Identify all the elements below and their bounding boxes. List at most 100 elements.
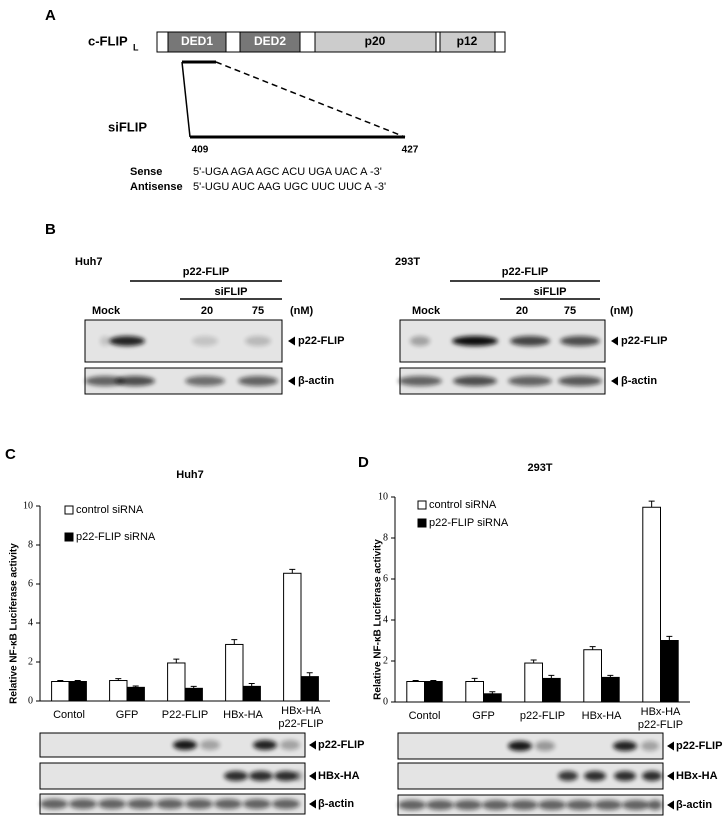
error-bar [430, 679, 437, 682]
y-tick-label: 10 [378, 491, 388, 502]
blot-band [560, 336, 600, 346]
arrow-head [309, 771, 316, 781]
blot-band [398, 376, 442, 386]
error-bar [289, 568, 296, 574]
bar [242, 685, 261, 702]
sequence: 5'-UGU AUC AAG UGC UUC UUC A -3' [193, 181, 386, 193]
bar [465, 681, 484, 703]
bar [483, 693, 502, 703]
blot-band [173, 740, 197, 750]
bar [283, 572, 302, 702]
error-bar [648, 500, 655, 508]
error-bar [248, 682, 255, 687]
zoom-line [215, 61, 406, 138]
blot-band [558, 376, 602, 386]
panel-label: D [358, 454, 369, 471]
legend-swatch [64, 532, 74, 542]
lane-label: Mock [92, 305, 121, 317]
domain-box [167, 31, 227, 53]
error-bar [530, 659, 537, 664]
blot-band [249, 771, 273, 781]
sirna-label: siFLIP [533, 286, 566, 298]
blot-band [293, 771, 303, 781]
x-tick-label-line: p22-FLIP [278, 718, 323, 730]
blot-band [622, 800, 650, 810]
error-bar [173, 658, 180, 663]
bar [583, 649, 602, 703]
x-tick-label: P22-FLIP [162, 709, 208, 721]
blot-band [245, 336, 271, 346]
y-tick-label: 0 [383, 696, 388, 707]
blot-band [238, 376, 278, 386]
bar [184, 687, 203, 702]
blot-band [508, 741, 532, 751]
blot-band [648, 800, 662, 810]
unit-label: (nM) [610, 305, 634, 317]
domain-box [439, 31, 496, 53]
blot-band [185, 799, 213, 809]
error-bar [57, 680, 64, 682]
blot-band [566, 800, 594, 810]
y-tick-label: 6 [28, 578, 33, 589]
bar [601, 676, 620, 703]
bar [68, 681, 87, 702]
bar [225, 643, 244, 702]
x-tick-label: GFP [116, 709, 139, 721]
error-bar [132, 685, 139, 688]
panel-label: B [45, 221, 56, 238]
y-tick-label: 4 [383, 614, 388, 625]
bar [51, 681, 70, 702]
blot-band [482, 800, 510, 810]
domain-label: DED2 [254, 34, 286, 48]
blot-band [100, 336, 110, 346]
bar [300, 676, 319, 702]
blot-band [398, 800, 426, 810]
blot-band [69, 799, 97, 809]
lane-label: 75 [252, 305, 264, 317]
bar [642, 506, 661, 703]
error-bar [115, 678, 122, 681]
domain-label: p12 [457, 34, 478, 48]
error-bar [74, 680, 81, 682]
error-bar [589, 646, 596, 650]
legend-label: control siRNA [429, 499, 497, 511]
blot-band [40, 799, 68, 809]
x-tick-label: HBx-HA p22-FLIP [278, 705, 323, 730]
y-tick-label: 4 [28, 617, 33, 628]
sirna-label: siFLIP [108, 119, 147, 134]
bar [167, 662, 186, 702]
x-tick-label: Contol [53, 709, 85, 721]
error-bar [412, 679, 419, 682]
blot-band [115, 376, 155, 386]
blot-band [535, 741, 555, 751]
blot-band [510, 336, 550, 346]
arrow-head [611, 336, 618, 346]
x-tick-label-line: HBx-HA [281, 705, 321, 717]
blot-band [156, 799, 184, 809]
chart-title: 293T [527, 462, 552, 474]
x-tick-label: HBx-HA p22-FLIP [638, 706, 683, 731]
panel-label: C [5, 446, 16, 463]
blot-band [243, 799, 271, 809]
blot-label: p22-FLIP [676, 740, 722, 752]
lane-label: 75 [564, 305, 576, 317]
x-tick-label: p22-FLIP [520, 710, 565, 722]
blot-label: HBx-HA [676, 770, 718, 782]
legend-label: p22-FLIP siRNA [429, 517, 509, 529]
blot-band [614, 771, 636, 781]
bar [424, 681, 443, 703]
legend-label: control siRNA [76, 504, 144, 516]
lane-label: 20 [201, 305, 213, 317]
arrow-head [288, 336, 295, 346]
blot-band [98, 799, 126, 809]
treatment-label: p22-FLIP [502, 266, 548, 278]
blot-band [454, 800, 482, 810]
blot-label: β-actin [298, 375, 334, 387]
blot-band [410, 336, 430, 346]
blot-band [109, 336, 145, 346]
blot-band [280, 740, 300, 750]
blot-band [426, 800, 454, 810]
blot-band [274, 771, 298, 781]
legend-label: p22-FLIP siRNA [76, 531, 156, 543]
position-label: 409 [192, 145, 209, 156]
